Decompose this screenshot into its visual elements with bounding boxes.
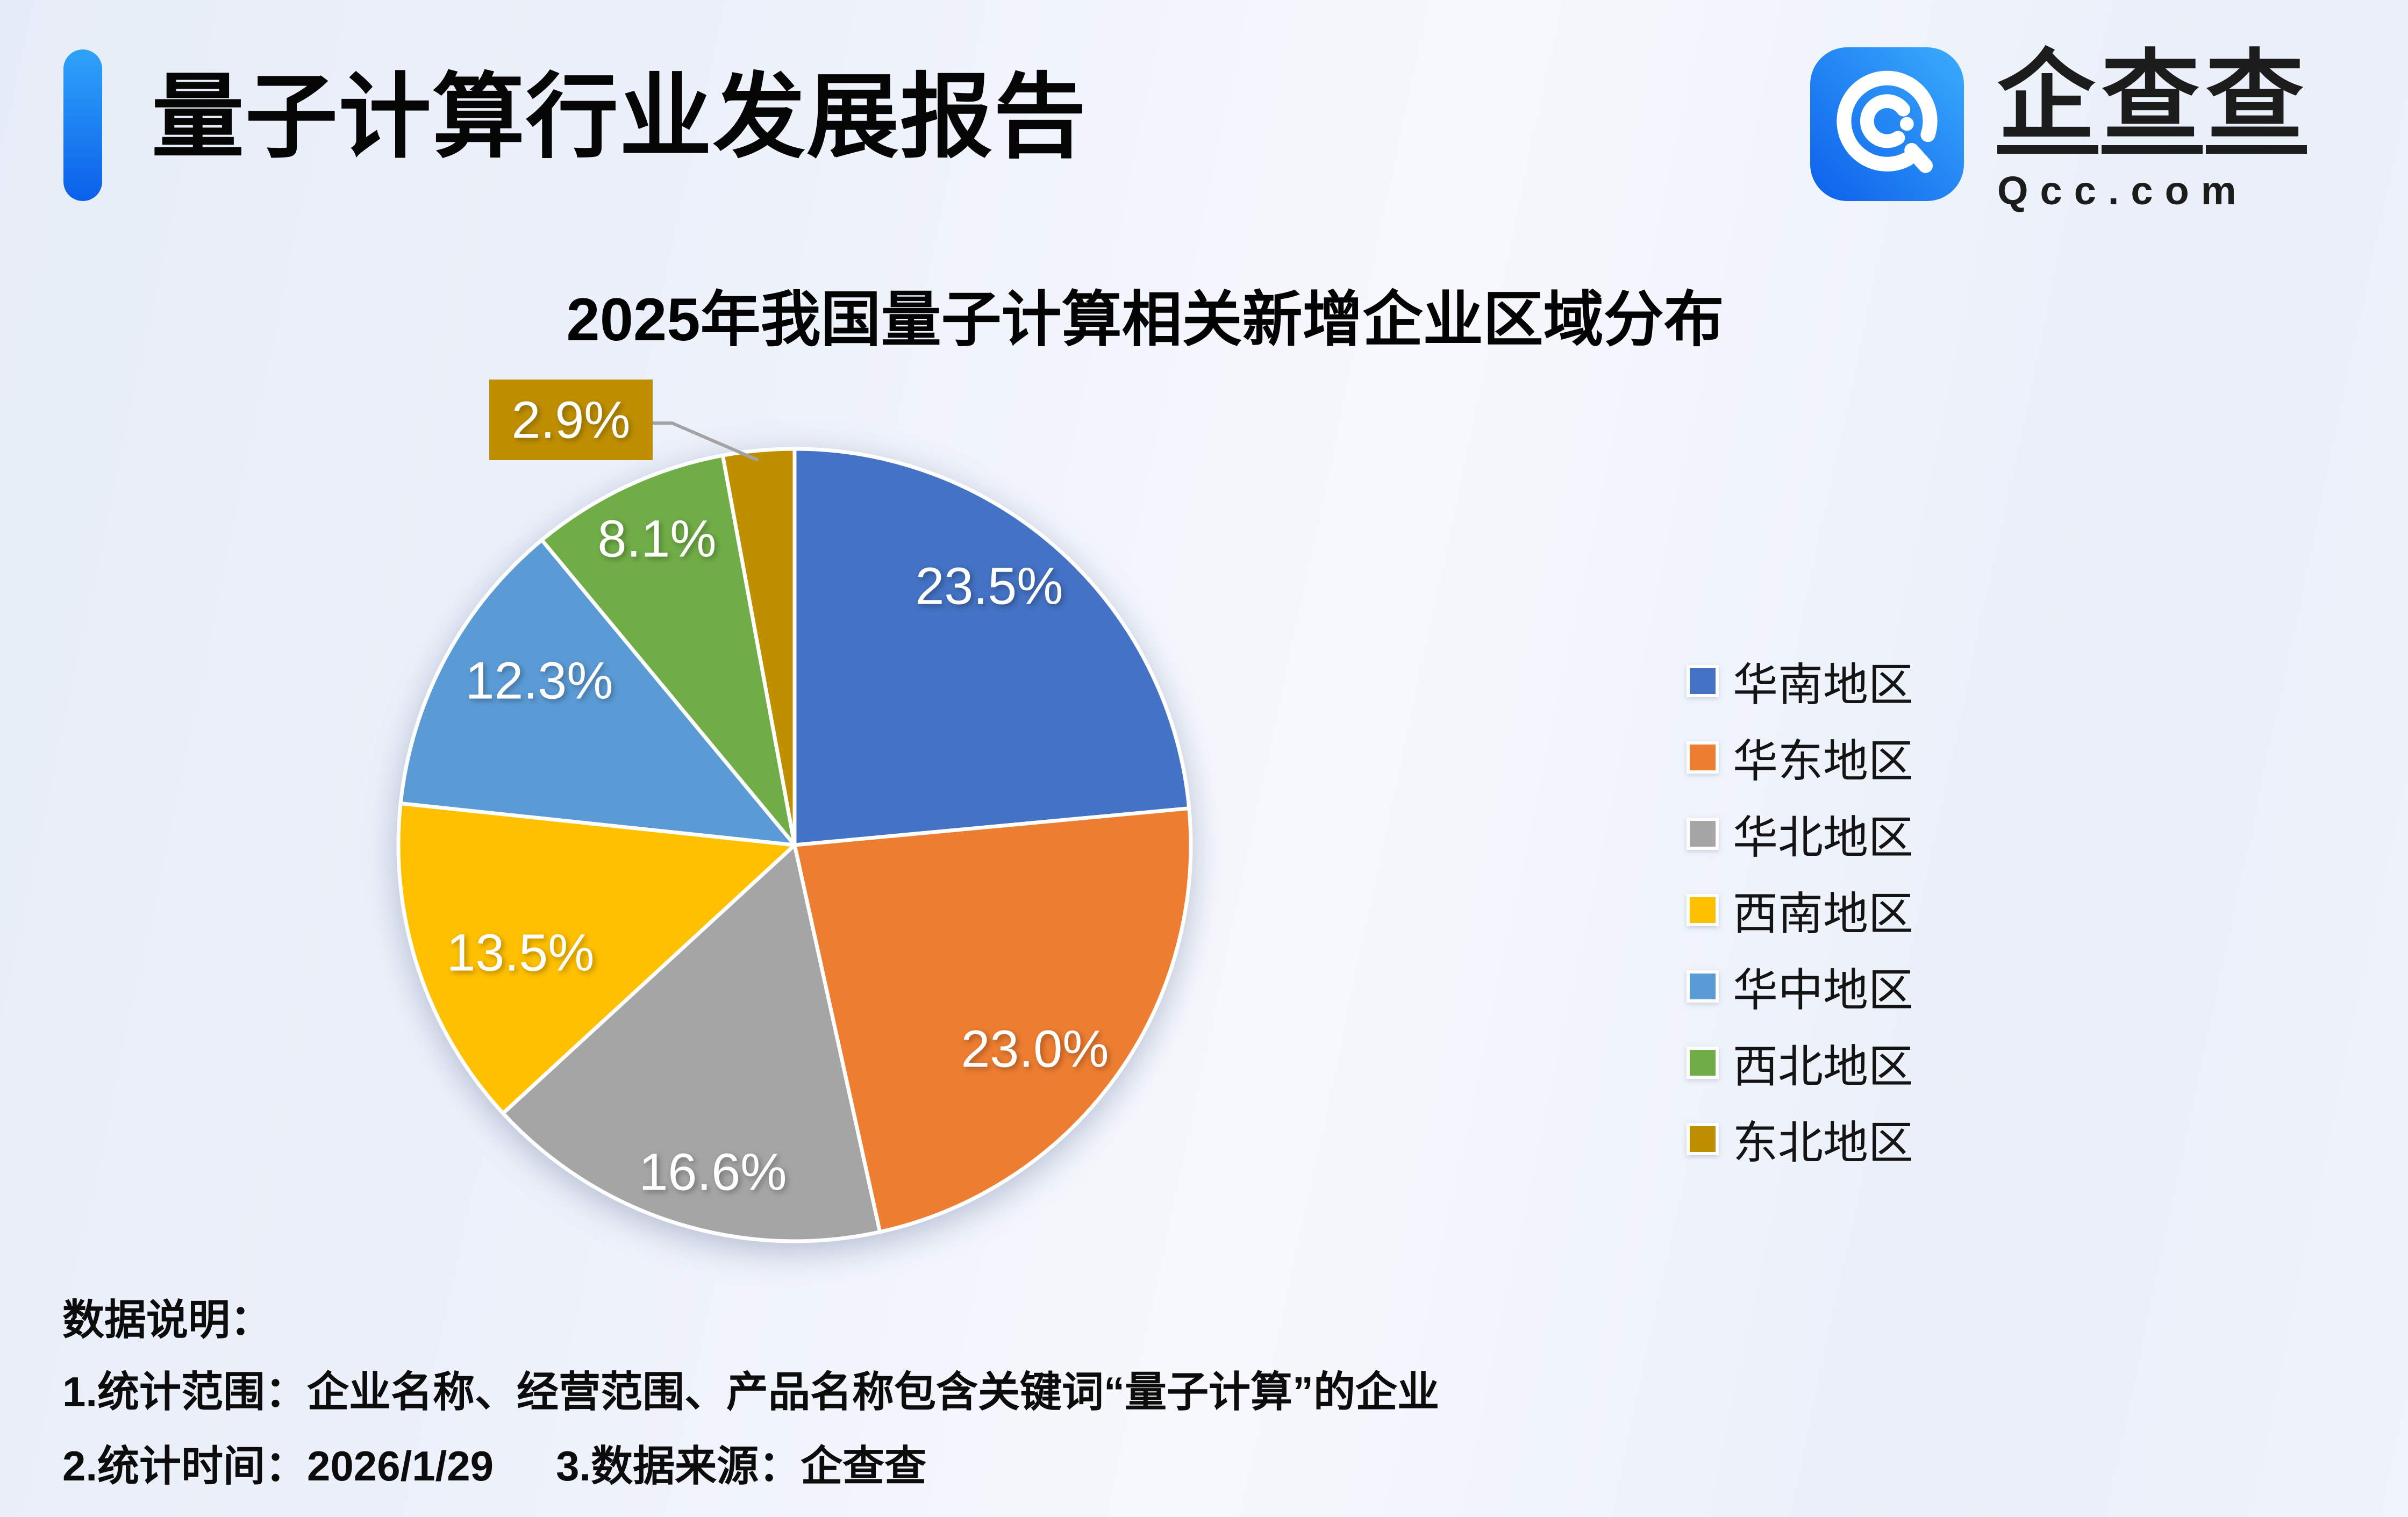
legend-swatch-icon xyxy=(1687,970,1719,1003)
pie-slice-3 xyxy=(501,843,882,1243)
logo-text-block: 企查查 Qcc.com xyxy=(1997,47,2310,213)
pie-slice-4 xyxy=(396,802,797,1115)
notes-scope-line: 1.统计范围：企业名称、经营范围、产品名称包含关键词“量子计算”的企业 xyxy=(62,1368,1440,1415)
slice-label-7: 2.9% xyxy=(511,391,630,449)
logo-brand-text: 企查查 xyxy=(1997,47,2310,154)
slice-label-4: 13.5% xyxy=(446,924,594,982)
pie-slice-1 xyxy=(792,447,1191,847)
pie-slice-5 xyxy=(398,538,797,847)
chart-title: 2025年我国量子计算相关新增企业区域分布 xyxy=(566,286,1724,353)
data-notes: 数据说明： 1.统计范围：企业名称、经营范围、产品名称包含关键词“量子计算”的企… xyxy=(62,1299,1439,1487)
pie-slice-6 xyxy=(540,453,797,847)
legend-item-6: 西北地区 xyxy=(1687,1025,1913,1101)
legend-swatch-icon xyxy=(1687,1123,1719,1155)
notes-stat-time: 2.统计时间：2026/1/29 xyxy=(62,1442,494,1490)
legend-swatch-icon xyxy=(1687,665,1719,697)
qcc-logo: 企查查 Qcc.com xyxy=(1810,47,2310,213)
logo-domain-text: Qcc.com xyxy=(1997,168,2248,213)
logo-brand-char: 查 xyxy=(2102,47,2203,154)
legend-label: 华北地区 xyxy=(1733,812,1914,863)
callout-leader-line xyxy=(653,421,759,462)
legend-swatch-icon xyxy=(1687,1047,1719,1079)
page-title: 量子计算行业发展报告 xyxy=(152,66,1087,169)
slice-label-6: 8.1% xyxy=(597,510,716,568)
title-accent-bar xyxy=(63,49,102,201)
qcc-magnifier-icon xyxy=(1810,47,1964,201)
pie-slice-7 xyxy=(720,447,797,847)
legend-label: 西南地区 xyxy=(1733,888,1914,939)
legend-item-7: 东北地区 xyxy=(1687,1101,1913,1177)
legend-item-2: 华东地区 xyxy=(1687,719,1913,796)
legend-item-5: 华中地区 xyxy=(1687,948,1913,1025)
legend-swatch-icon xyxy=(1687,894,1719,926)
slice-label-1: 23.5% xyxy=(915,557,1063,616)
logo-brand-char: 查 xyxy=(2206,47,2307,154)
pie-slice-2 xyxy=(792,806,1193,1234)
legend-item-1: 华南地区 xyxy=(1687,643,1913,719)
legend-label: 西北地区 xyxy=(1733,1041,1914,1092)
legend-label: 华东地区 xyxy=(1733,735,1914,786)
legend-swatch-icon xyxy=(1687,818,1719,850)
slice-label-3: 16.6% xyxy=(639,1143,787,1201)
notes-heading: 数据说明： xyxy=(62,1296,273,1343)
callout-box xyxy=(489,380,653,460)
legend-item-3: 华北地区 xyxy=(1687,796,1913,872)
logo-brand-char: 企 xyxy=(1997,47,2098,154)
legend-label: 华中地区 xyxy=(1733,964,1914,1015)
legend-label: 华南地区 xyxy=(1733,659,1914,710)
pie-slices xyxy=(396,447,1193,1243)
legend-swatch-icon xyxy=(1687,741,1719,774)
slice-label-2: 23.0% xyxy=(961,1020,1109,1078)
legend-label: 东北地区 xyxy=(1733,1117,1914,1168)
legend-item-4: 西南地区 xyxy=(1687,872,1913,948)
chart-legend: 华南地区华东地区华北地区西南地区华中地区西北地区东北地区 xyxy=(1687,643,1913,1177)
notes-data-source: 3.数据来源：企查查 xyxy=(556,1442,927,1490)
notes-meta-line: 2.统计时间：2026/1/29 3.数据来源：企查查 xyxy=(62,1445,1439,1487)
slice-label-5: 12.3% xyxy=(465,652,613,710)
